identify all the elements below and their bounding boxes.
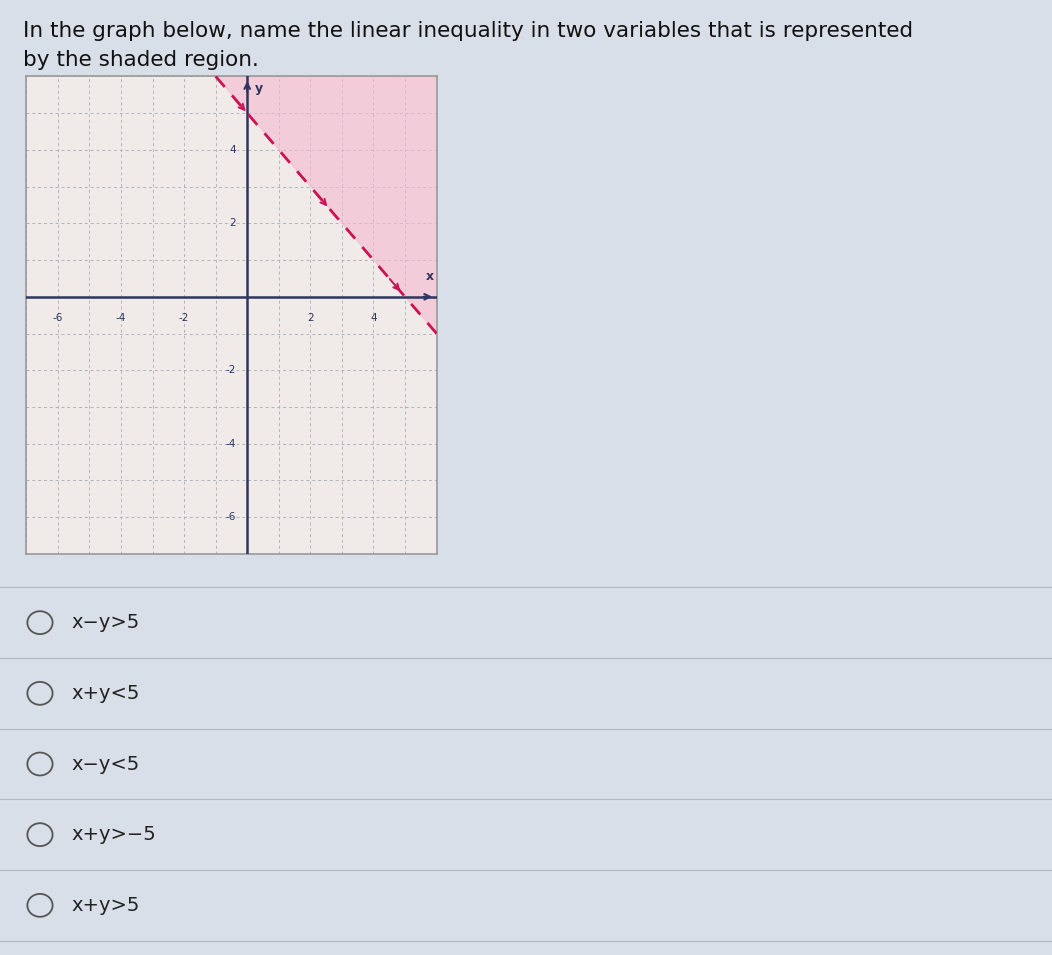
Text: In the graph below, name the linear inequality in two variables that is represen: In the graph below, name the linear ineq… xyxy=(23,21,913,41)
Text: y: y xyxy=(256,82,263,95)
Text: x+y>5: x+y>5 xyxy=(72,896,140,915)
Text: x−y<5: x−y<5 xyxy=(72,754,140,774)
Text: x−y>5: x−y>5 xyxy=(72,613,140,632)
Text: x: x xyxy=(426,270,434,283)
Text: x+y>−5: x+y>−5 xyxy=(72,825,157,844)
Text: -6: -6 xyxy=(226,512,237,522)
Text: x+y<5: x+y<5 xyxy=(72,684,140,703)
Text: -2: -2 xyxy=(226,365,237,375)
Text: 4: 4 xyxy=(229,145,237,155)
Text: -4: -4 xyxy=(226,438,237,449)
Text: 4: 4 xyxy=(370,313,377,324)
Text: -2: -2 xyxy=(179,313,189,324)
Text: by the shaded region.: by the shaded region. xyxy=(23,50,259,70)
Text: 2: 2 xyxy=(307,313,313,324)
Polygon shape xyxy=(216,76,437,333)
Text: 2: 2 xyxy=(229,219,237,228)
Text: -6: -6 xyxy=(53,313,63,324)
Text: -4: -4 xyxy=(116,313,126,324)
